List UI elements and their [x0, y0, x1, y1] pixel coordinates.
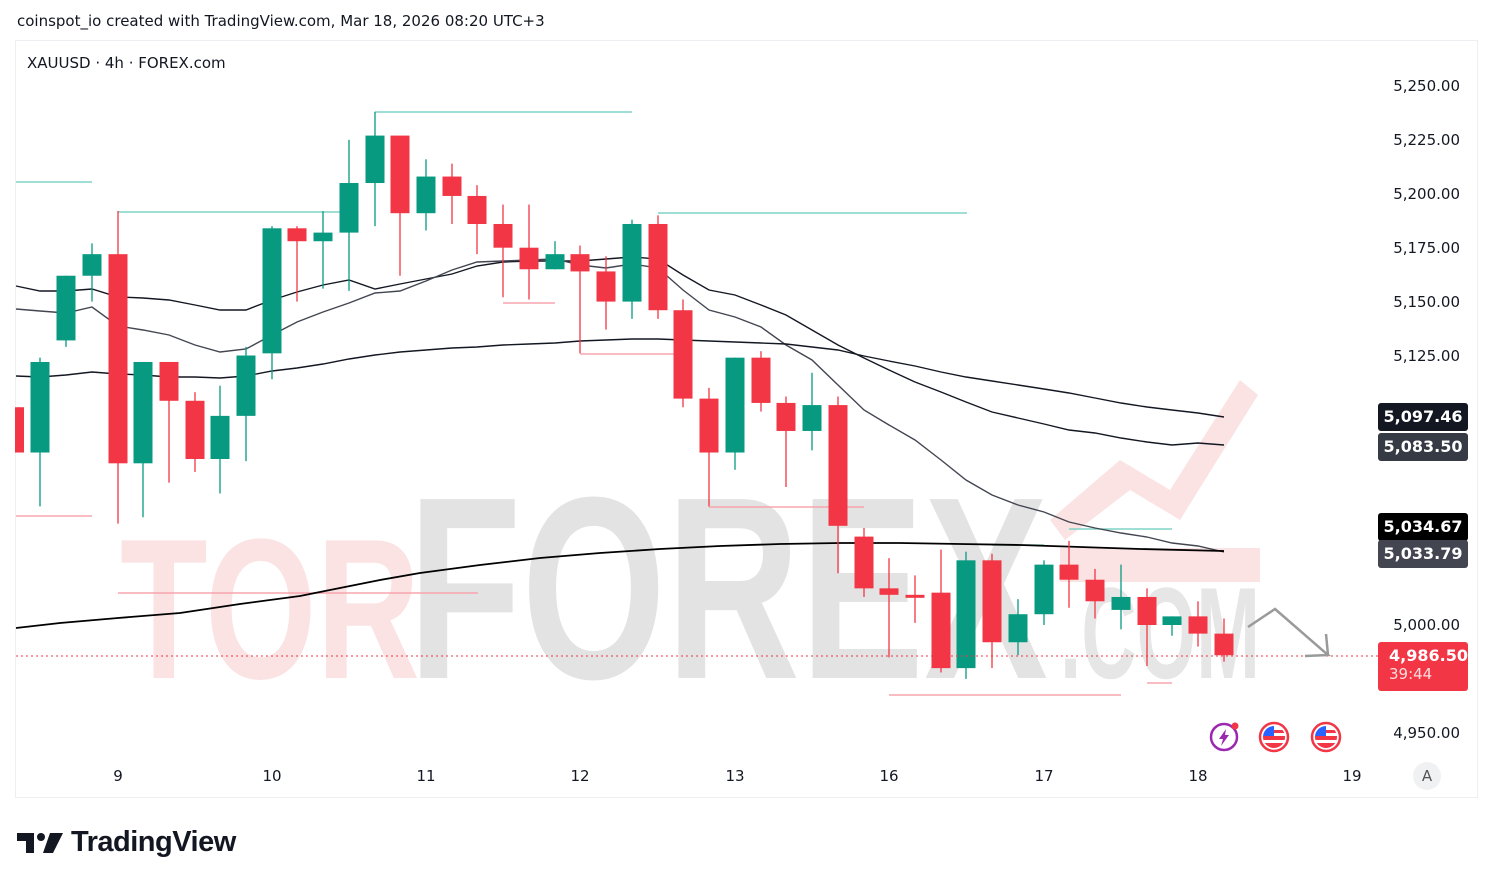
price-axis-label: 5,250.00	[1393, 77, 1460, 95]
moving-average-line[interactable]	[15, 542, 1225, 629]
candle[interactable]	[905, 575, 925, 623]
auto-scale-button[interactable]: A	[1413, 762, 1441, 790]
candles	[15, 111, 1234, 679]
candle[interactable]	[108, 211, 128, 524]
candle[interactable]	[982, 553, 1002, 669]
time-axis-label: 11	[416, 767, 436, 785]
ma-value-badge: 5,097.46	[1378, 403, 1468, 431]
symbol-title[interactable]: XAUUSD · 4h · FOREX.com	[27, 54, 226, 72]
candle[interactable]	[854, 527, 874, 597]
tradingview-logo-icon	[17, 832, 63, 853]
candle[interactable]	[442, 163, 462, 224]
candle[interactable]	[570, 245, 590, 354]
ma-value-badge: 5,034.67	[1378, 513, 1468, 541]
candle[interactable]	[751, 351, 771, 412]
candle[interactable]	[467, 185, 487, 255]
level-lines	[16, 111, 1172, 696]
candle[interactable]	[648, 215, 668, 319]
candle[interactable]	[1034, 560, 1054, 625]
candle[interactable]	[210, 385, 230, 494]
candle[interactable]	[1085, 568, 1105, 619]
candle[interactable]	[519, 204, 539, 300]
price-axis-label: 5,175.00	[1393, 239, 1460, 257]
candle[interactable]	[493, 204, 513, 298]
candle[interactable]	[262, 226, 282, 380]
candle[interactable]	[185, 392, 205, 472]
current-price-badge: 4,986.50 39:44	[1378, 642, 1468, 691]
price-axis-label: 5,000.00	[1393, 616, 1460, 634]
lightning-event-icon[interactable]	[1208, 721, 1240, 753]
candle[interactable]	[30, 357, 50, 507]
candle[interactable]	[1059, 540, 1079, 608]
watermark: TOR FOREX .COM	[120, 380, 1260, 734]
us-flag-event-icon[interactable]	[1258, 721, 1290, 753]
candle[interactable]	[545, 241, 565, 270]
moving-average-line[interactable]	[15, 258, 1225, 553]
price-axis-label: 4,950.00	[1393, 724, 1460, 742]
current-price: 4,986.50	[1389, 646, 1468, 665]
candle[interactable]	[699, 387, 719, 507]
candle[interactable]	[56, 275, 76, 347]
moving-averages	[15, 256, 1225, 629]
candle[interactable]	[1188, 601, 1208, 647]
time-axis-label: 16	[879, 767, 899, 785]
bar-countdown: 39:44	[1389, 665, 1433, 683]
candle[interactable]	[313, 211, 333, 289]
candle[interactable]	[365, 111, 385, 227]
watermark-arrow-icon	[1050, 380, 1258, 540]
candle[interactable]	[339, 139, 359, 291]
candle[interactable]	[390, 135, 410, 276]
tradingview-logo[interactable]: TradingView	[17, 826, 236, 859]
time-axis-label: 9	[113, 767, 123, 785]
moving-average-line[interactable]	[15, 338, 1225, 418]
price-axis-label: 5,125.00	[1393, 347, 1460, 365]
candle[interactable]	[133, 361, 153, 518]
us-flag-event-icon[interactable]	[1310, 721, 1342, 753]
moving-average-line[interactable]	[15, 256, 1225, 446]
time-axis-label: 17	[1034, 767, 1054, 785]
ma-value-badge: 5,033.79	[1378, 540, 1468, 568]
candle[interactable]	[673, 299, 693, 408]
candle[interactable]	[416, 159, 436, 231]
time-axis-label: 12	[570, 767, 590, 785]
projection-arrow-icon	[1247, 607, 1332, 658]
price-axis-label: 5,225.00	[1393, 131, 1460, 149]
chart-credit: coinspot_io created with TradingView.com…	[17, 12, 545, 30]
candle[interactable]	[828, 396, 848, 574]
price-axis-label: 5,200.00	[1393, 185, 1460, 203]
candle[interactable]	[1008, 599, 1028, 656]
watermark-tor: TOR	[120, 498, 420, 721]
candle[interactable]	[159, 361, 179, 483]
candle[interactable]	[802, 372, 822, 451]
time-axis-label: 18	[1188, 767, 1208, 785]
candle[interactable]	[82, 243, 102, 302]
candle[interactable]	[287, 226, 307, 302]
tradingview-brand: TradingView	[71, 826, 236, 858]
time-axis-label: 13	[725, 767, 745, 785]
ma-value-badge: 5,083.50	[1378, 433, 1468, 461]
candle[interactable]	[879, 558, 899, 658]
time-axis-label: 10	[262, 767, 282, 785]
candle[interactable]	[622, 219, 642, 319]
candle[interactable]	[725, 357, 745, 470]
candle[interactable]	[1162, 616, 1182, 636]
candle[interactable]	[1214, 618, 1234, 662]
candle[interactable]	[956, 551, 976, 679]
candle[interactable]	[596, 256, 616, 330]
candle[interactable]	[1111, 564, 1131, 630]
candle[interactable]	[776, 396, 796, 488]
time-axis-label: 19	[1342, 767, 1362, 785]
price-axis-label: 5,150.00	[1393, 293, 1460, 311]
watermark-forex: FOREX	[408, 444, 1049, 734]
candle[interactable]	[931, 549, 951, 673]
candle[interactable]	[1137, 588, 1157, 666]
candle[interactable]	[15, 407, 24, 453]
candle[interactable]	[236, 346, 256, 462]
